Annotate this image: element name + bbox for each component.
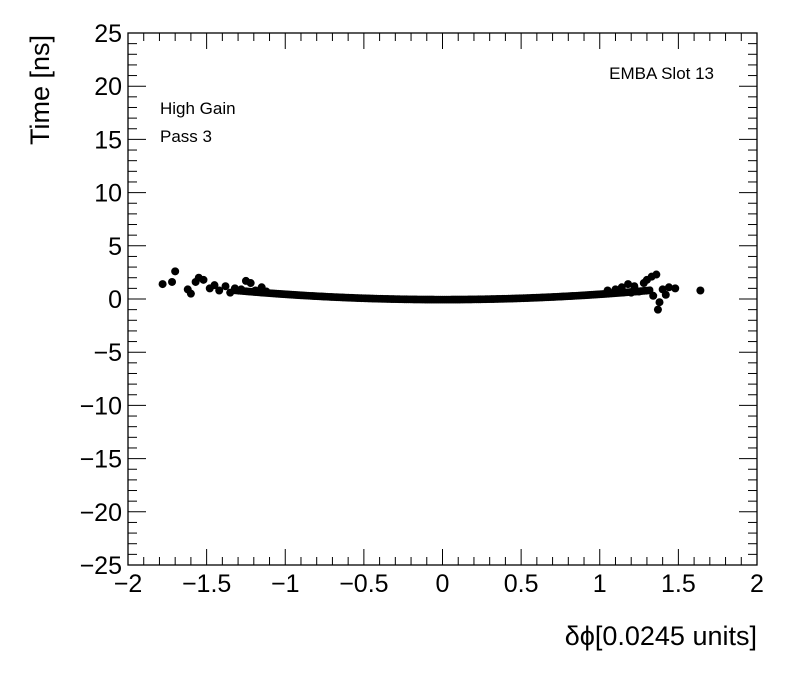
data-point <box>158 280 167 289</box>
data-point <box>655 298 664 307</box>
data-point <box>653 305 662 314</box>
data-point <box>168 277 177 286</box>
data-point <box>617 283 626 292</box>
data-point <box>186 289 195 298</box>
data-point <box>649 291 658 300</box>
axes-layer: −2 −1.5 −1 −0.5 0 0.5 1 1.5 2 −25 −20 −15 −10 −5 0 5 10 1… <box>80 20 764 598</box>
y-tick-label: 15 <box>94 126 122 154</box>
y-tick-label: 20 <box>94 73 122 101</box>
x-axis-title: δϕ[0.0245 units] <box>565 621 757 651</box>
x-tick-label: −1 <box>271 570 300 598</box>
x-tick-label: 1 <box>593 570 607 598</box>
x-tick-label: 0 <box>436 570 450 598</box>
data-point <box>696 286 705 295</box>
data-point <box>661 290 670 299</box>
data-point <box>199 275 208 284</box>
y-tick-label: −5 <box>93 339 122 367</box>
data-point <box>671 284 680 293</box>
y-tick-label: −25 <box>80 552 122 580</box>
y-tick-label: −15 <box>80 446 122 474</box>
annotation-gain: High Gain <box>160 99 236 118</box>
y-axis-title: Time [ns] <box>25 35 55 145</box>
y-tick-label: −20 <box>80 499 122 527</box>
data-point <box>630 282 639 291</box>
data-point <box>262 287 271 296</box>
data-point <box>664 283 673 292</box>
data-point <box>652 270 661 279</box>
y-tick-label: 5 <box>108 233 122 261</box>
x-tick-label: −1.5 <box>182 570 231 598</box>
data-point <box>237 285 246 294</box>
data-point <box>221 282 230 291</box>
x-tick-label: −2 <box>114 570 143 598</box>
points-layer <box>158 267 705 314</box>
data-point <box>603 286 612 295</box>
annotation-pass: Pass 3 <box>160 127 212 146</box>
data-point <box>171 267 180 276</box>
data-point <box>627 288 636 297</box>
data-point <box>246 279 255 288</box>
x-tick-label: 2 <box>750 570 764 598</box>
y-tick-label: −10 <box>80 392 122 420</box>
data-point <box>230 284 239 293</box>
data-point <box>624 280 633 289</box>
data-point <box>215 286 224 295</box>
annotation-slot: EMBA Slot 13 <box>609 64 714 83</box>
data-point <box>611 285 620 294</box>
y-tick-label: 25 <box>94 20 122 48</box>
x-tick-label: 1.5 <box>661 570 696 598</box>
y-tick-label: 0 <box>108 286 122 314</box>
data-point <box>251 286 260 295</box>
x-tick-label: 0.5 <box>504 570 539 598</box>
data-point <box>210 281 219 290</box>
data-point <box>635 287 644 296</box>
y-tick-label: 10 <box>94 180 122 208</box>
x-tick-label: −0.5 <box>339 570 388 598</box>
